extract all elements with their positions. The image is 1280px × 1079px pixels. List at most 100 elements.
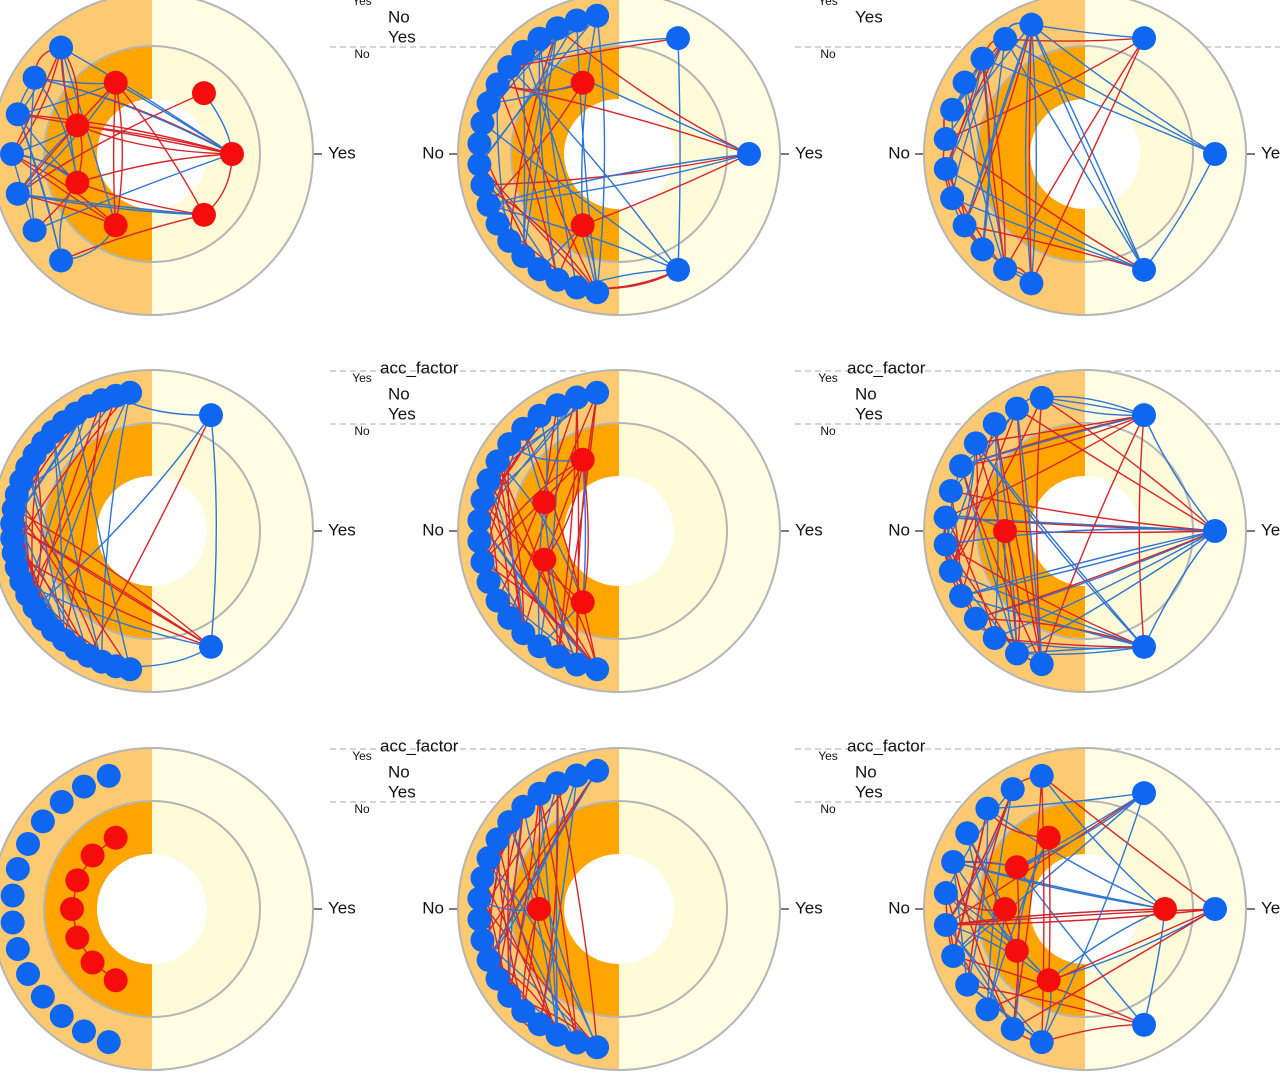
edge: [60, 47, 117, 226]
node: [949, 453, 974, 478]
edge: [576, 392, 598, 665]
edge: [17, 92, 205, 195]
right-label: Yes: [795, 143, 823, 162]
edge: [481, 459, 584, 563]
node: [1203, 897, 1227, 921]
node: [485, 827, 510, 852]
node: [467, 131, 492, 156]
node: [497, 55, 522, 80]
node: [564, 1030, 589, 1055]
node: [65, 113, 90, 138]
legend-item: No: [855, 384, 877, 403]
node: [570, 447, 595, 472]
edge: [481, 770, 598, 941]
edge: [487, 479, 525, 634]
edge: [1041, 775, 1166, 910]
node: [970, 237, 995, 262]
edge: [11, 523, 212, 648]
node: [963, 606, 988, 631]
edge: [523, 51, 750, 155]
hole: [564, 99, 674, 209]
edge: [945, 517, 996, 639]
edge: [950, 570, 1145, 648]
ring: [457, 369, 781, 693]
node: [476, 569, 501, 594]
node: [952, 70, 977, 95]
node: [532, 547, 557, 572]
network-panel: No Ye: [888, 369, 1280, 693]
edge: [29, 77, 36, 231]
node: [1029, 385, 1054, 410]
node: [0, 142, 24, 166]
node: [585, 280, 610, 305]
node: [476, 947, 501, 972]
node: [30, 984, 55, 1009]
right-label: Yes: [328, 520, 356, 539]
ring: [457, 747, 781, 1071]
node: [476, 468, 501, 493]
node: [497, 228, 522, 253]
hole: [1030, 476, 1140, 586]
edge: [966, 808, 989, 985]
edge: [1016, 530, 1216, 654]
node: [103, 213, 128, 238]
node: [1153, 897, 1177, 921]
edge: [994, 637, 1145, 650]
edge: [945, 908, 1216, 926]
edge: [987, 792, 1145, 810]
ring: [510, 422, 728, 640]
legend-axis-label: Yes: [352, 0, 372, 8]
node: [993, 897, 1017, 921]
edge: [1016, 646, 1145, 656]
ring: [43, 45, 261, 263]
edge: [960, 595, 1145, 648]
legend-axis-label: No: [354, 802, 370, 816]
legend-item: No: [388, 762, 410, 781]
node: [511, 999, 536, 1024]
edge: [538, 38, 559, 280]
edge: [1016, 792, 1145, 868]
ring: [0, 369, 314, 693]
edge: [994, 530, 1216, 639]
node: [970, 46, 995, 71]
edge: [17, 114, 62, 261]
node: [933, 505, 958, 530]
node: [191, 202, 216, 227]
left-label: No: [422, 898, 444, 917]
legend-item: Yes: [388, 27, 416, 46]
edge: [950, 408, 1018, 572]
edge: [210, 415, 218, 647]
node: [71, 774, 96, 799]
ring: [0, 0, 314, 316]
edge: [1024, 24, 1033, 284]
edge: [975, 530, 1216, 620]
node: [5, 181, 30, 206]
node: [1132, 634, 1157, 659]
edge: [950, 490, 1216, 532]
edge: [33, 400, 103, 608]
edge: [496, 806, 525, 979]
edge: [975, 443, 1018, 654]
edge: [945, 37, 1145, 140]
edge: [576, 397, 580, 665]
node: [1019, 12, 1044, 37]
edge: [967, 984, 1145, 1026]
node: [982, 411, 1007, 436]
ring: [43, 422, 261, 640]
edge: [994, 423, 1043, 665]
edge: [114, 82, 124, 226]
node: [65, 170, 90, 195]
edge: [987, 908, 1216, 1011]
node: [1019, 271, 1044, 296]
node: [585, 657, 610, 682]
edge: [63, 400, 103, 640]
edge: [522, 806, 598, 1048]
edge: [522, 51, 526, 257]
node: [60, 897, 84, 921]
node: [470, 549, 495, 574]
node: [71, 1019, 96, 1044]
